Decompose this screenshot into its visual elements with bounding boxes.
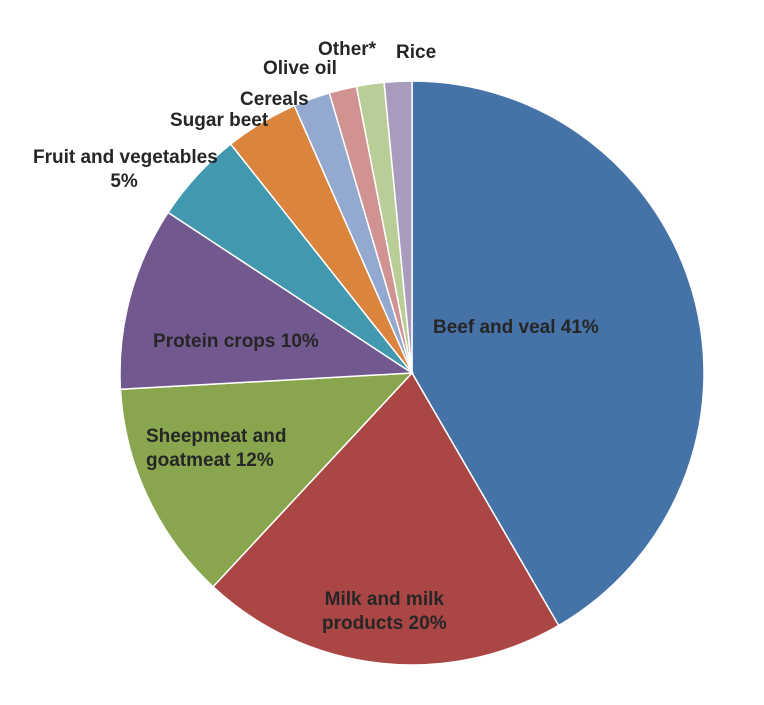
label-milk-line1: Milk and milk (324, 589, 444, 610)
label-protein-crops: Protein crops 10% (153, 331, 319, 352)
label-beef-and-veal: Beef and veal 41% (433, 317, 599, 338)
pie-slice-protein-crops (119, 211, 415, 391)
label-milk: Milk and milk products 20% (322, 588, 447, 636)
label-fruit-line1: Fruit and vegetables (33, 147, 218, 168)
label-sheepmeat: Sheepmeat and goatmeat 12% (146, 425, 286, 473)
label-milk-line2: products 20% (322, 613, 447, 634)
label-fruit-veg: Fruit and vegetables 5% (33, 146, 218, 194)
label-sheep-line1: Sheepmeat and (146, 426, 287, 447)
pie-slice-rice (383, 80, 413, 374)
label-other: Other* (318, 39, 377, 60)
label-sugar-beet: Sugar beet (170, 110, 269, 131)
label-rice: Rice (396, 42, 437, 63)
pie-slice-beef-and-veal (411, 80, 705, 627)
pie-slice-sheepmeat-and-goatmeat (119, 372, 414, 588)
label-cereals: Cereals (240, 89, 309, 110)
label-fruit-line2: 5% (110, 171, 138, 192)
label-olive-oil: Olive oil (263, 58, 337, 79)
pie-slice-milk-and-milk-products (212, 371, 560, 666)
label-sheep-line2: goatmeat 12% (146, 450, 274, 471)
